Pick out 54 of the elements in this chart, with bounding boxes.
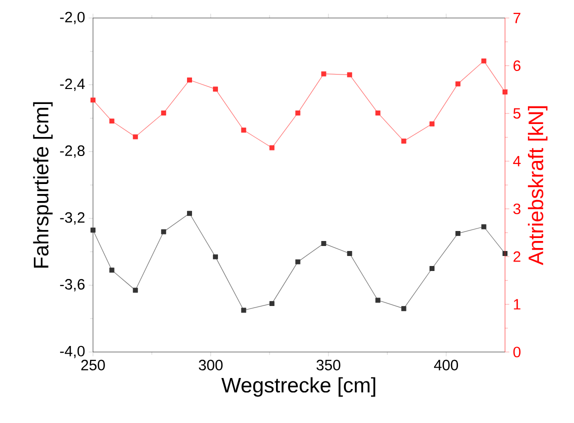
- point: [161, 110, 166, 116]
- point: [455, 81, 460, 86]
- y-tick-label: -3,6: [60, 279, 85, 292]
- y2-tick-label: 1: [514, 299, 520, 310]
- point: [321, 240, 326, 246]
- point: [347, 72, 352, 78]
- x-tick-label: 400: [434, 360, 458, 370]
- y-axis-title: Fahrspurtiefe [cm]: [33, 102, 53, 268]
- y2-tick-label: 0: [513, 346, 520, 358]
- point: [187, 78, 192, 83]
- x-tick-label: 350: [316, 360, 340, 370]
- point: [90, 98, 96, 103]
- point: [90, 228, 96, 233]
- point: [269, 145, 274, 150]
- y-tick-label: -4,0: [60, 346, 85, 358]
- point: [321, 71, 326, 76]
- y-tick-label: -2,4: [60, 78, 85, 91]
- y2-tick-label: 5: [513, 108, 520, 119]
- point: [132, 288, 138, 293]
- x-axis-title: Wegstrecke [cm]: [221, 377, 376, 397]
- x-tick-label: 300: [198, 360, 223, 370]
- point: [375, 110, 380, 116]
- y-tick-label: -2,0: [60, 12, 85, 24]
- point: [132, 134, 138, 140]
- point: [401, 306, 406, 312]
- point: [430, 121, 435, 126]
- y-tick-label: -3,2: [60, 212, 84, 225]
- point: [375, 298, 380, 303]
- y2-tick-label: 2: [514, 251, 520, 262]
- point: [430, 266, 435, 271]
- x-tick-label: 250: [81, 360, 105, 370]
- y2-tick-label: 4: [513, 156, 521, 166]
- point: [269, 301, 274, 306]
- point: [347, 250, 352, 256]
- point: [481, 224, 486, 230]
- point: [241, 128, 246, 133]
- point: [502, 89, 508, 94]
- point: [109, 268, 114, 273]
- point: [109, 118, 114, 124]
- point: [212, 86, 218, 92]
- point: [241, 308, 246, 313]
- y2-tick-label: 7: [514, 12, 520, 24]
- point: [161, 229, 166, 234]
- point: [212, 254, 218, 260]
- point: [455, 230, 460, 236]
- y2-axis-title: Antriebskraft [kN]: [528, 106, 548, 266]
- y-tick-label: -2,8: [60, 145, 85, 158]
- point: [481, 58, 486, 64]
- y2-tick-label: 3: [513, 204, 520, 214]
- y2-tick-label: 6: [514, 60, 520, 71]
- point: [401, 138, 406, 144]
- point: [187, 210, 192, 216]
- point: [295, 259, 300, 264]
- point: [295, 110, 300, 116]
